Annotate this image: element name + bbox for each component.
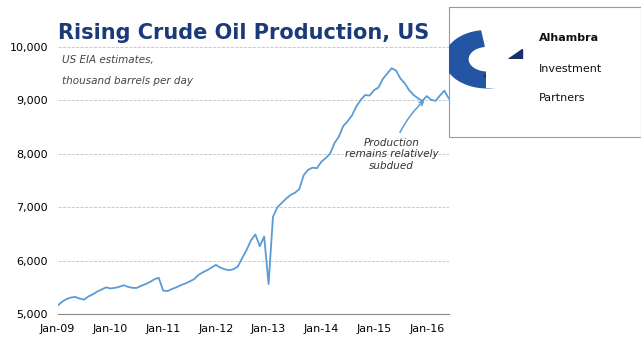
FancyBboxPatch shape: [486, 59, 540, 88]
Polygon shape: [445, 31, 529, 88]
Text: US EIA estimates,: US EIA estimates,: [62, 55, 153, 65]
Text: Production
remains relatively
subdued: Production remains relatively subdued: [345, 101, 438, 171]
Polygon shape: [483, 49, 522, 76]
FancyBboxPatch shape: [449, 7, 641, 137]
Text: Alhambra: Alhambra: [539, 33, 599, 43]
Text: Partners: Partners: [539, 93, 586, 103]
Text: Rising Crude Oil Production, US: Rising Crude Oil Production, US: [58, 23, 429, 43]
Text: Investment: Investment: [539, 64, 603, 74]
Text: thousand barrels per day: thousand barrels per day: [62, 76, 192, 86]
